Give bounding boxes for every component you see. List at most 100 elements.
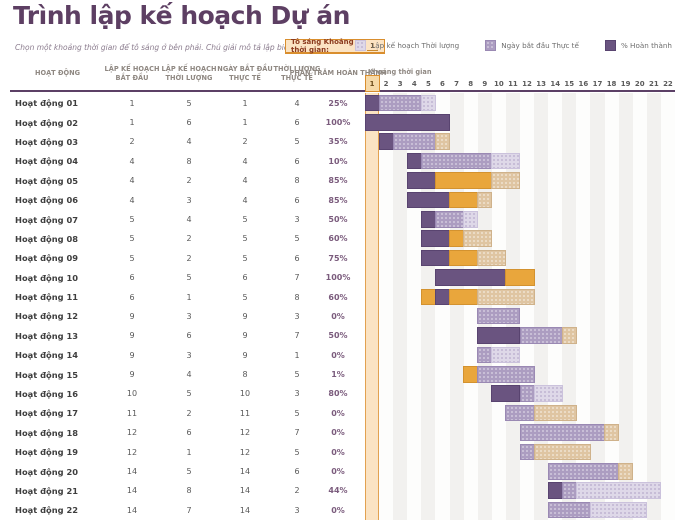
- value-cell[interactable]: 8: [294, 176, 300, 186]
- value-cell[interactable]: 5: [129, 234, 135, 244]
- value-cell[interactable]: 5: [242, 215, 248, 224]
- value-cell[interactable]: 3: [186, 195, 192, 205]
- value-cell[interactable]: 6: [186, 428, 192, 438]
- activity-name-cell[interactable]: Hoạt động 08: [15, 233, 79, 244]
- value-cell[interactable]: 12: [239, 428, 251, 438]
- highlight-period-value[interactable]: 1: [367, 42, 378, 51]
- value-cell[interactable]: 4: [242, 176, 248, 186]
- value-cell[interactable]: 8: [186, 156, 192, 166]
- value-cell[interactable]: 9: [242, 350, 248, 360]
- activity-name-cell[interactable]: Hoạt động 10: [15, 272, 79, 283]
- value-cell[interactable]: 3: [294, 505, 300, 515]
- percent-complete-cell[interactable]: 0%: [331, 467, 345, 477]
- value-cell[interactable]: 2: [186, 234, 192, 244]
- value-cell[interactable]: 7: [186, 505, 192, 515]
- value-cell[interactable]: 9: [129, 331, 135, 341]
- activity-name-cell[interactable]: Hoạt động 02: [15, 117, 79, 128]
- value-cell[interactable]: 3: [186, 311, 192, 321]
- value-cell[interactable]: 3: [294, 311, 300, 321]
- value-cell[interactable]: 10: [239, 389, 251, 399]
- percent-complete-cell[interactable]: 85%: [328, 176, 348, 186]
- value-cell[interactable]: 4: [129, 195, 135, 205]
- percent-complete-cell[interactable]: 35%: [328, 137, 348, 147]
- value-cell[interactable]: 5: [129, 215, 135, 224]
- percent-complete-cell[interactable]: 50%: [328, 331, 348, 341]
- percent-complete-cell[interactable]: 100%: [325, 273, 351, 283]
- value-cell[interactable]: 2: [186, 408, 192, 418]
- percent-complete-cell[interactable]: 85%: [328, 195, 348, 205]
- value-cell[interactable]: 14: [126, 505, 138, 515]
- value-cell[interactable]: 4: [242, 195, 248, 205]
- value-cell[interactable]: 2: [242, 137, 248, 147]
- value-cell[interactable]: 11: [126, 408, 138, 418]
- value-cell[interactable]: 5: [186, 98, 192, 108]
- value-cell[interactable]: 14: [239, 505, 251, 515]
- value-cell[interactable]: 12: [126, 447, 138, 457]
- activity-name-cell[interactable]: Hoạt động 06: [15, 195, 79, 206]
- value-cell[interactable]: 14: [239, 486, 251, 496]
- value-cell[interactable]: 9: [242, 331, 248, 341]
- value-cell[interactable]: 3: [294, 215, 300, 224]
- value-cell[interactable]: 5: [186, 467, 192, 477]
- value-cell[interactable]: 1: [186, 292, 192, 302]
- percent-complete-cell[interactable]: 50%: [328, 215, 348, 224]
- value-cell[interactable]: 11: [239, 408, 251, 418]
- activity-name-cell[interactable]: Hoạt động 13: [15, 330, 79, 341]
- value-cell[interactable]: 4: [186, 215, 192, 224]
- value-cell[interactable]: 5: [186, 273, 192, 283]
- value-cell[interactable]: 4: [129, 156, 135, 166]
- percent-complete-cell[interactable]: 0%: [331, 350, 345, 360]
- percent-complete-cell[interactable]: 0%: [331, 311, 345, 321]
- value-cell[interactable]: 2: [294, 486, 300, 496]
- value-cell[interactable]: 7: [294, 331, 300, 341]
- value-cell[interactable]: 4: [129, 176, 135, 186]
- value-cell[interactable]: 14: [239, 467, 251, 477]
- activity-name-cell[interactable]: Hoạt động 05: [15, 175, 79, 186]
- value-cell[interactable]: 6: [186, 331, 192, 341]
- percent-complete-cell[interactable]: 80%: [328, 389, 348, 399]
- value-cell[interactable]: 1: [129, 98, 135, 108]
- value-cell[interactable]: 8: [294, 292, 300, 302]
- value-cell[interactable]: 5: [242, 292, 248, 302]
- activity-name-cell[interactable]: Hoạt động 12: [15, 311, 79, 322]
- activity-name-cell[interactable]: Hoạt động 18: [15, 427, 79, 438]
- value-cell[interactable]: 5: [242, 234, 248, 244]
- value-cell[interactable]: 6: [129, 292, 135, 302]
- value-cell[interactable]: 5: [294, 137, 300, 147]
- value-cell[interactable]: 1: [129, 118, 135, 128]
- value-cell[interactable]: 9: [129, 370, 135, 380]
- value-cell[interactable]: 1: [242, 98, 248, 108]
- value-cell[interactable]: 7: [294, 428, 300, 438]
- value-cell[interactable]: 9: [129, 350, 135, 360]
- activity-name-cell[interactable]: Hoạt động 16: [15, 388, 79, 399]
- percent-complete-cell[interactable]: 0%: [331, 428, 345, 438]
- value-cell[interactable]: 12: [126, 428, 138, 438]
- value-cell[interactable]: 9: [242, 311, 248, 321]
- value-cell[interactable]: 4: [294, 98, 300, 108]
- activity-name-cell[interactable]: Hoạt động 20: [15, 466, 79, 477]
- activity-name-cell[interactable]: Hoạt động 14: [15, 350, 79, 361]
- activity-name-cell[interactable]: Hoạt động 04: [15, 156, 79, 167]
- value-cell[interactable]: 5: [129, 253, 135, 263]
- activity-name-cell[interactable]: Hoạt động 19: [15, 447, 79, 458]
- value-cell[interactable]: 6: [294, 195, 300, 205]
- value-cell[interactable]: 4: [186, 137, 192, 147]
- value-cell[interactable]: 6: [186, 118, 192, 128]
- value-cell[interactable]: 6: [294, 467, 300, 477]
- value-cell[interactable]: 2: [186, 253, 192, 263]
- value-cell[interactable]: 8: [186, 486, 192, 496]
- value-cell[interactable]: 5: [186, 389, 192, 399]
- value-cell[interactable]: 5: [294, 234, 300, 244]
- value-cell[interactable]: 6: [294, 156, 300, 166]
- activity-name-cell[interactable]: Hoạt động 21: [15, 485, 79, 496]
- value-cell[interactable]: 10: [126, 389, 138, 399]
- percent-complete-cell[interactable]: 44%: [328, 486, 348, 496]
- percent-complete-cell[interactable]: 60%: [328, 234, 348, 244]
- percent-complete-cell[interactable]: 0%: [331, 408, 345, 418]
- value-cell[interactable]: 12: [239, 447, 251, 457]
- value-cell[interactable]: 6: [242, 273, 248, 283]
- value-cell[interactable]: 3: [186, 350, 192, 360]
- value-cell[interactable]: 5: [294, 408, 300, 418]
- value-cell[interactable]: 5: [242, 253, 248, 263]
- value-cell[interactable]: 4: [186, 370, 192, 380]
